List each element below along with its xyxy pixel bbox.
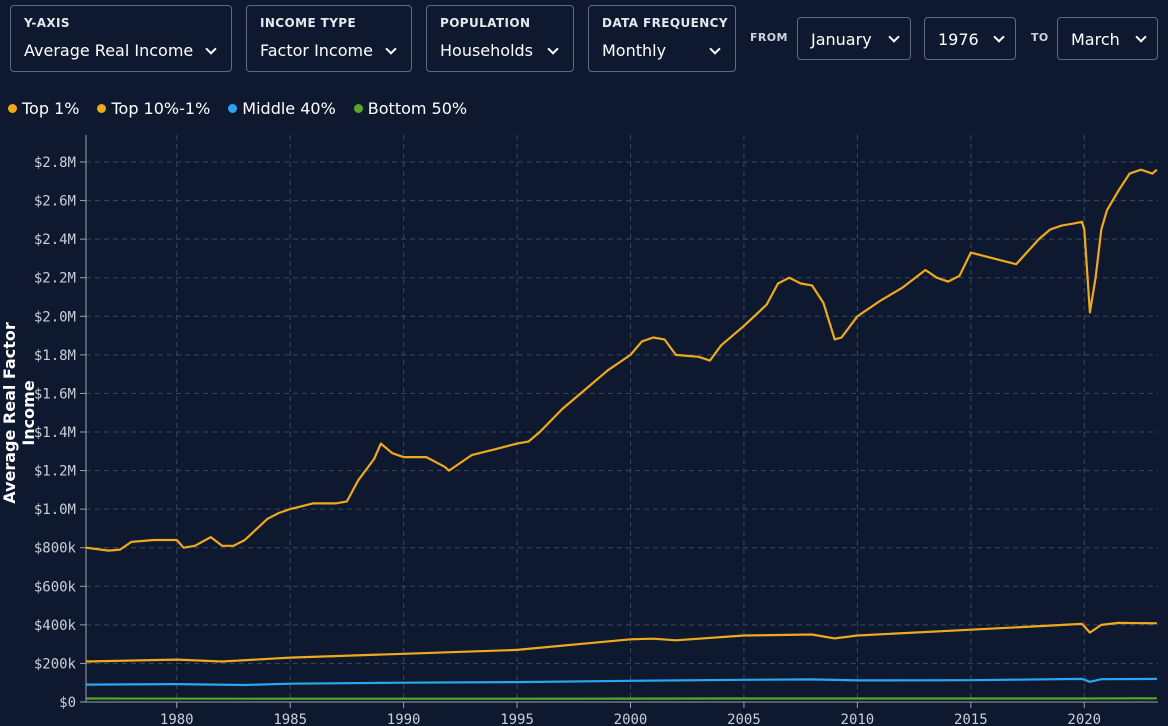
from-label: FROM — [750, 31, 788, 44]
y-tick-label: $1.2M — [34, 464, 76, 480]
legend-item-middle40[interactable]: Middle 40% — [228, 99, 336, 118]
legend-item-top10[interactable]: Top 10%-1% — [97, 99, 210, 118]
legend-item-bottom50[interactable]: Bottom 50% — [353, 99, 468, 118]
y-axis-label: Y-AXIS — [24, 16, 70, 30]
x-tick-label: 1990 — [387, 712, 421, 726]
y-tick-label: $1.0M — [34, 502, 76, 518]
line-chart: $0 $200k $400k $600k $800k $1.0M $1.2M $1.4M $1.… — [34, 135, 1158, 726]
y-tick-label: $1.6M — [34, 386, 76, 402]
y-tick-label: $2.8M — [34, 155, 76, 171]
series-lines — [85, 168, 1158, 700]
population-label: POPULATION — [440, 16, 531, 30]
y-tick-label: $800k — [34, 541, 77, 557]
x-tick-label: 2020 — [1067, 712, 1101, 726]
chevron-down-icon — [709, 43, 721, 55]
x-tick-label: 2005 — [727, 712, 761, 726]
frequency-label: DATA FREQUENCY — [602, 16, 728, 30]
series-top10-line — [85, 621, 1157, 663]
legend-dot-top10 — [97, 104, 107, 113]
series-top1-line — [85, 168, 1158, 552]
from-year-select[interactable]: 1976 — [924, 17, 1016, 60]
y-axis-value: Average Real Income — [24, 41, 194, 60]
x-tick-labels: 1980 1985 1990 1995 2000 2005 2010 2015 2020 — [160, 712, 1101, 726]
legend-label-bottom50: Bottom 50% — [367, 99, 468, 118]
income-type-value: Factor Income — [260, 41, 373, 60]
chevron-down-icon — [547, 43, 559, 55]
to-label: TO — [1031, 31, 1049, 44]
to-month-value: March — [1071, 30, 1120, 49]
frequency-value: Monthly — [602, 41, 667, 60]
y-axis-select[interactable]: Y-AXIS Average Real Income — [10, 5, 232, 72]
from-month-value: January — [811, 30, 872, 49]
y-tick-label: $2.2M — [34, 271, 76, 287]
y-tick-label: $2.4M — [34, 232, 76, 248]
legend-item-top1[interactable]: Top 1% — [8, 99, 79, 118]
y-tick-labels: $0 $200k $400k $600k $800k $1.0M $1.2M $1.4M $1.… — [34, 155, 77, 711]
x-tick-label: 1995 — [500, 712, 534, 726]
y-tick-label: $1.8M — [34, 348, 76, 364]
legend-dot-middle40 — [228, 104, 238, 113]
to-month-select[interactable]: March — [1057, 17, 1158, 60]
y-tick-label: $0 — [59, 695, 76, 711]
x-tick-label: 1985 — [273, 712, 307, 726]
y-tick-label: $1.4M — [34, 425, 76, 441]
population-value: Households — [440, 41, 534, 60]
x-tick-label: 2000 — [614, 712, 648, 726]
y-tick-label: $2.6M — [34, 194, 76, 210]
legend-dot-bottom50 — [353, 104, 363, 113]
chevron-down-icon — [205, 43, 217, 55]
chart-legend: Top 1% Top 10%-1% Middle 40% Bottom 50% — [8, 99, 467, 118]
y-tick-label: $2.0M — [34, 309, 76, 325]
axes — [80, 135, 1158, 708]
frequency-select[interactable]: DATA FREQUENCY Monthly — [588, 5, 736, 72]
legend-label-top1: Top 1% — [22, 99, 80, 118]
from-month-select[interactable]: January — [797, 17, 911, 60]
x-tick-label: 2015 — [954, 712, 988, 726]
x-tick-label: 2010 — [841, 712, 875, 726]
chevron-down-icon — [385, 43, 397, 55]
income-type-label: INCOME TYPE — [260, 16, 357, 30]
series-middle40-line — [85, 677, 1157, 687]
y-tick-label: $600k — [34, 579, 77, 595]
y-tick-label: $400k — [34, 618, 77, 634]
legend-dot-top1 — [8, 104, 17, 113]
chevron-down-icon — [1135, 31, 1147, 43]
grid-lines — [86, 135, 1158, 702]
population-select[interactable]: POPULATION Households — [426, 5, 574, 72]
chevron-down-icon — [993, 31, 1005, 43]
income-type-select[interactable]: INCOME TYPE Factor Income — [246, 5, 412, 72]
legend-label-middle40: Middle 40% — [242, 99, 336, 118]
legend-label-top10: Top 10%-1% — [111, 99, 211, 118]
from-year-value: 1976 — [938, 30, 979, 49]
x-tick-label: 1980 — [160, 712, 194, 726]
y-tick-label: $200k — [34, 656, 77, 672]
chevron-down-icon — [888, 31, 900, 43]
